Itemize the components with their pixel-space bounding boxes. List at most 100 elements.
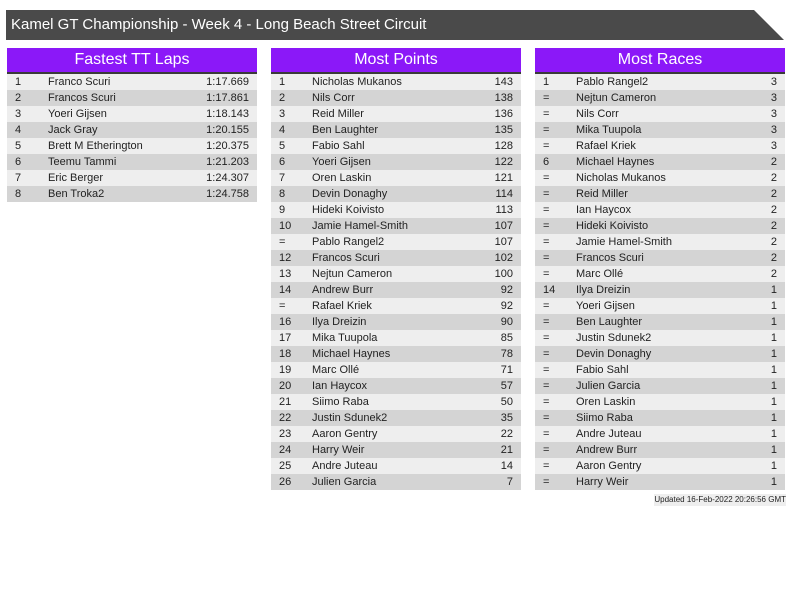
value: 1:20.375: [206, 140, 249, 152]
driver-name: Pablo Rangel2: [312, 236, 385, 248]
value: 2: [770, 188, 777, 200]
value: 136: [494, 108, 513, 120]
value: 107: [494, 236, 513, 248]
driver-name: Yoeri Gijsen: [576, 300, 635, 312]
rank: 8: [279, 188, 286, 200]
table-row: 26 Julien Garcia 7: [271, 474, 521, 490]
value: 3: [770, 108, 777, 120]
driver-name: Justin Sdunek2: [576, 332, 652, 344]
value: 2: [770, 268, 777, 280]
driver-name: Fabio Sahl: [576, 364, 629, 376]
rank: =: [543, 268, 550, 280]
rank: =: [543, 348, 550, 360]
rank: =: [543, 188, 550, 200]
value: 71: [500, 364, 513, 376]
rank: 1: [15, 76, 22, 88]
table-row: = Yoeri Gijsen 1: [535, 298, 785, 314]
driver-name: Aaron Gentry: [312, 428, 378, 440]
table-row: 12 Francos Scuri 102: [271, 250, 521, 266]
table-row: = Siimo Raba 1: [535, 410, 785, 426]
value: 1: [770, 476, 777, 488]
table-row: = Andrew Burr 1: [535, 442, 785, 458]
table-row: 5 Fabio Sahl 128: [271, 138, 521, 154]
value: 135: [494, 124, 513, 136]
rank: =: [543, 364, 550, 376]
rank: 8: [15, 188, 22, 200]
value: 1:20.155: [206, 124, 249, 136]
updated-timestamp: Updated 16-Feb-2022 20:26:56 GMT: [654, 494, 786, 506]
table-row: 2 Francos Scuri 1:17.861: [7, 90, 257, 106]
value: 1:17.861: [206, 92, 249, 104]
value: 113: [495, 204, 513, 216]
value: 78: [500, 348, 513, 360]
rank: =: [543, 204, 550, 216]
table-row: = Justin Sdunek2 1: [535, 330, 785, 346]
table-row: 24 Harry Weir 21: [271, 442, 521, 458]
page-title: Kamel GT Championship - Week 4 - Long Be…: [6, 10, 784, 40]
value: 121: [494, 172, 513, 184]
rank: 6: [543, 156, 550, 168]
table-row: = Ben Laughter 1: [535, 314, 785, 330]
rank: =: [543, 220, 550, 232]
driver-name: Ian Haycox: [576, 204, 632, 216]
table-row: 3 Reid Miller 136: [271, 106, 521, 122]
table-row: = Devin Donaghy 1: [535, 346, 785, 362]
driver-name: Rafael Kriek: [576, 140, 636, 152]
value: 2: [770, 252, 777, 264]
rank: 25: [279, 460, 292, 472]
driver-name: Marc Ollé: [576, 268, 624, 280]
driver-name: Nejtun Cameron: [576, 92, 657, 104]
driver-name: Justin Sdunek2: [312, 412, 388, 424]
driver-name: Francos Scuri: [48, 92, 116, 104]
rank: 3: [15, 108, 22, 120]
driver-name: Jamie Hamel-Smith: [312, 220, 408, 232]
table-row: 14 Andrew Burr 92: [271, 282, 521, 298]
driver-name: Brett M Etherington: [48, 140, 143, 152]
rank: =: [543, 316, 550, 328]
rank: =: [543, 252, 550, 264]
value: 138: [494, 92, 513, 104]
rank: 13: [279, 268, 292, 280]
driver-name: Michael Haynes: [576, 156, 655, 168]
value: 1: [770, 284, 777, 296]
driver-name: Aaron Gentry: [576, 460, 642, 472]
table-row: 22 Justin Sdunek2 35: [271, 410, 521, 426]
table-row: 6 Michael Haynes 2: [535, 154, 785, 170]
value: 100: [494, 268, 513, 280]
rank: 2: [15, 92, 22, 104]
driver-name: Michael Haynes: [312, 348, 391, 360]
table-row: 1 Franco Scuri 1:17.669: [7, 74, 257, 90]
value: 1: [770, 348, 777, 360]
table-row: 25 Andre Juteau 14: [271, 458, 521, 474]
rank: =: [543, 332, 550, 344]
rank: 14: [279, 284, 292, 296]
rank: =: [543, 460, 550, 472]
driver-name: Andrew Burr: [312, 284, 374, 296]
rank: 18: [279, 348, 292, 360]
value: 107: [494, 220, 513, 232]
table-row: = Nejtun Cameron 3: [535, 90, 785, 106]
table-row: 20 Ian Haycox 57: [271, 378, 521, 394]
value: 2: [770, 156, 777, 168]
rank: 12: [279, 252, 292, 264]
table-row: 17 Mika Tuupola 85: [271, 330, 521, 346]
table-row: 1 Nicholas Mukanos 143: [271, 74, 521, 90]
rank: =: [543, 476, 550, 488]
rank: 14: [543, 284, 556, 296]
table-row: 4 Jack Gray 1:20.155: [7, 122, 257, 138]
rank: =: [543, 444, 550, 456]
value: 114: [495, 188, 513, 200]
rank: =: [543, 92, 550, 104]
driver-name: Oren Laskin: [312, 172, 372, 184]
rank: 26: [279, 476, 292, 488]
value: 50: [500, 396, 513, 408]
table-row: = Jamie Hamel-Smith 2: [535, 234, 785, 250]
driver-name: Francos Scuri: [312, 252, 380, 264]
rank: =: [543, 172, 550, 184]
table-row: = Nils Corr 3: [535, 106, 785, 122]
value: 2: [770, 172, 777, 184]
driver-name: Harry Weir: [576, 476, 629, 488]
table-row: = Hideki Koivisto 2: [535, 218, 785, 234]
rank: 6: [279, 156, 286, 168]
driver-name: Harry Weir: [312, 444, 365, 456]
